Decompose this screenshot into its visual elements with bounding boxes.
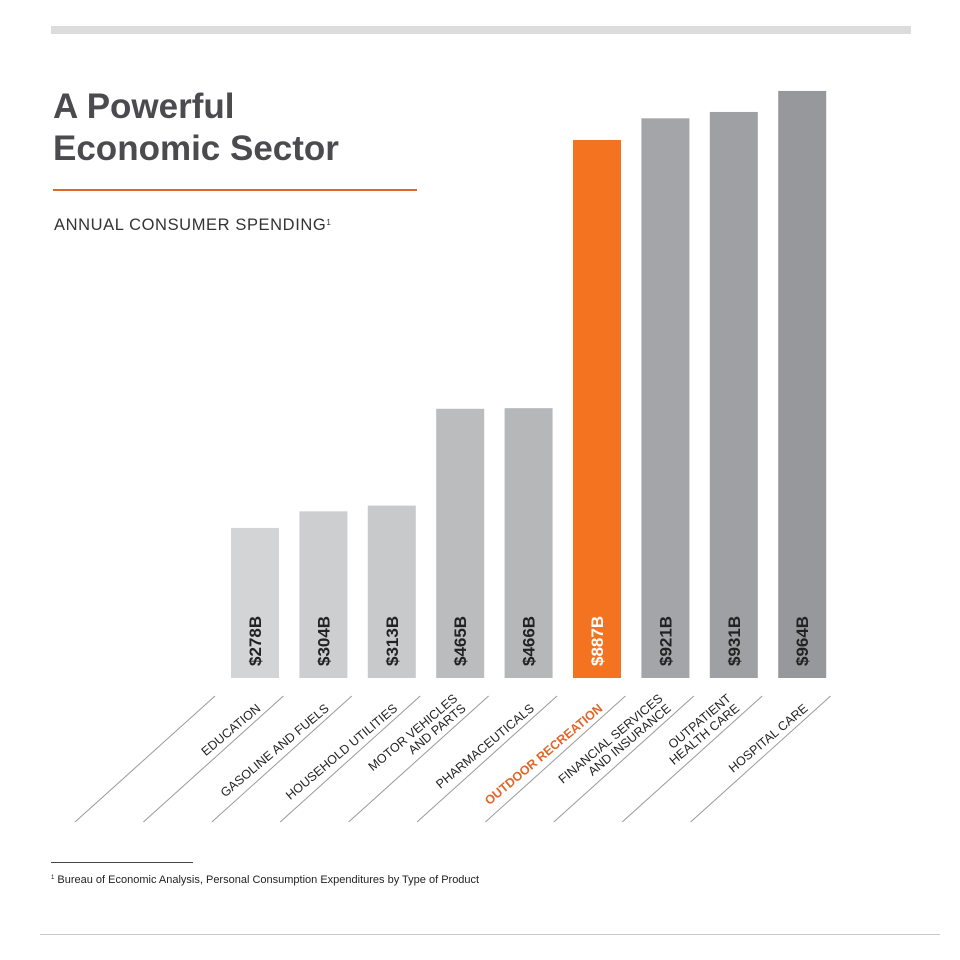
top-rule [51, 26, 911, 34]
footnote-text: Bureau of Economic Analysis, Personal Co… [57, 874, 480, 886]
footnote: 1 Bureau of Economic Analysis, Personal … [51, 874, 479, 886]
category-divider [485, 695, 626, 823]
category-label-line: EDUCATION [199, 701, 264, 758]
bar [367, 505, 416, 678]
category-divider [211, 695, 353, 823]
bar [504, 408, 553, 678]
title-line-1: A Powerful [53, 87, 235, 126]
title-line-2: Economic Sector [53, 129, 339, 168]
bar [436, 408, 485, 678]
bar-value-label: $278B [246, 616, 265, 666]
category-label: EDUCATION [199, 701, 264, 758]
category-divider [143, 695, 284, 823]
bar-value-label: $304B [314, 616, 333, 666]
bar [778, 90, 827, 678]
bar-value-label: $313B [383, 616, 402, 666]
bar-highlight [573, 139, 621, 678]
category-divider [416, 695, 558, 823]
bar-value-label: $931B [725, 616, 744, 666]
category-divider [553, 695, 695, 823]
bar-value-label: $887B [588, 616, 607, 666]
subtitle-text: ANNUAL CONSUMER SPENDING [54, 216, 327, 234]
footnote-rule [51, 862, 193, 863]
category-label-line: GASOLINE AND FUELS [218, 701, 332, 800]
title-underline [53, 189, 417, 191]
bar [641, 118, 690, 678]
bar-value-label: $921B [656, 616, 675, 666]
category-label: GASOLINE AND FUELS [218, 701, 332, 800]
bar [709, 111, 758, 678]
bottom-rule [40, 934, 940, 935]
bar [231, 527, 279, 678]
bar [299, 511, 348, 678]
bar-value-label: $465B [451, 616, 470, 666]
category-divider [74, 695, 216, 823]
bar-value-label: $466B [520, 616, 539, 666]
subtitle-footnote-marker: 1 [326, 218, 332, 227]
bar-value-label: $964B [793, 616, 812, 666]
category-divider [690, 695, 831, 823]
category-divider [348, 695, 489, 823]
footnote-marker: 1 [51, 875, 55, 881]
chart-subtitle: ANNUAL CONSUMER SPENDING1 [54, 216, 331, 235]
category-divider [621, 695, 763, 823]
page-title: A Powerful Economic Sector [53, 86, 339, 170]
category-divider [279, 695, 421, 823]
